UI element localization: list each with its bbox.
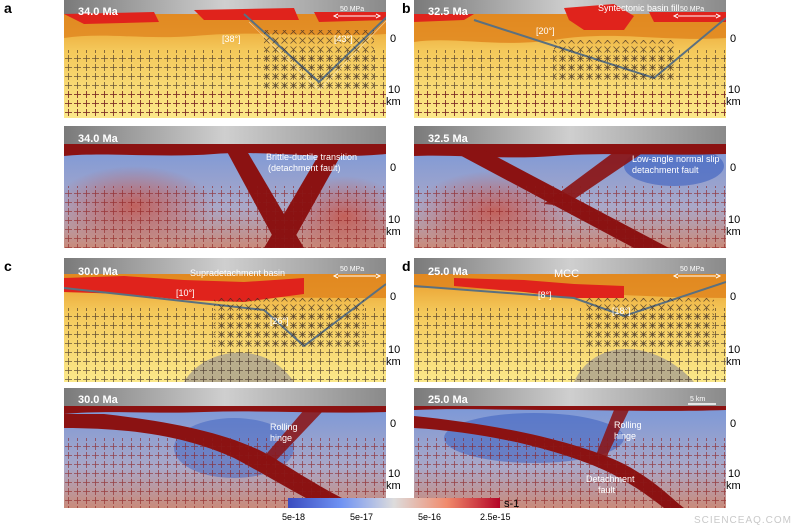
panel-label-a: a [4,0,12,16]
depth-unit: km [726,356,741,368]
age-label: 34.0 Ma [78,133,119,145]
depth-label-10: 10 [388,214,401,226]
annotation-line2: hinge [270,433,292,443]
annotation-line1: Rolling [270,422,298,432]
annotation-line1: Low-angle normal slip [632,154,720,164]
depth-label-0: 0 [730,418,737,430]
panel-label-d: d [402,258,411,274]
panel-a-strain-rate: 34.0 Ma Brittle-ductile transition (deta… [64,126,386,248]
age-label: 25.0 Ma [428,394,469,406]
stress-scale-label: 50 MPa [680,6,704,13]
age-label: 30.0 Ma [78,266,119,278]
depth-label-0: 0 [730,33,737,45]
strain-rate-colorbar [288,498,500,508]
depth-label-10: 10 [728,84,741,96]
depth-label-10: 10 [388,344,401,356]
stress-scale-arrow [672,273,722,279]
panel-label-c: c [4,258,12,274]
depth-label-0: 0 [390,291,397,303]
depth-unit: km [726,96,741,108]
panel-c-stress-field: 30.0 Ma [10°] [26°] Supradetachment basi… [64,258,386,382]
depth-label-0: 0 [730,291,737,303]
annotation-line1: Brittle-ductile transition [266,152,357,162]
depth-label-0: 0 [390,33,397,45]
panel-b-strain-rate: 32.5 Ma Low-angle normal slip detachment… [414,126,726,248]
panel-a-stress-field: 34.0 Ma [38°] [43°] 50 MPa [64,0,386,118]
dip-angle-2: [43°] [334,34,353,44]
dip-angle-2: [18°] [612,306,631,316]
annotation-basin: Syntectonic basin fill [598,3,680,13]
annotation-line2: (detachment fault) [268,163,341,173]
panel-d-strain-rate: 25.0 Ma Rolling hinge Detachment fault 5… [414,388,726,508]
depth-unit: km [386,480,401,492]
annotation-line4: fault [598,485,616,495]
annotation-line3: Detachment [586,474,635,484]
depth-label-10: 10 [388,84,401,96]
depth-label-0: 0 [390,162,397,174]
age-label: 25.0 Ma [428,266,469,278]
length-scale-label: 5 km [690,396,705,403]
stress-scale-label: 50 MPa [340,266,364,273]
annotation-line2: hinge [614,431,636,441]
depth-label-10: 10 [728,468,741,480]
panel-b-stress-field: 32.5 Ma [20°] Syntectonic basin fill 50 … [414,0,726,118]
depth-label-10: 10 [388,468,401,480]
stress-scale-label: 50 MPa [340,6,364,13]
age-label: 34.0 Ma [78,6,119,18]
watermark: SCIENCEAQ.COM [693,515,792,526]
colorbar-tick: 2.5e-15 [480,512,511,522]
dip-angle-1: [8°] [538,290,552,300]
dip-angle-1: [10°] [176,288,195,298]
colorbar-tick: 5e-16 [418,512,442,522]
age-label: 32.5 Ma [428,133,469,145]
stress-scale-arrow [672,13,722,19]
colorbar-tick: 5e-18 [282,512,306,522]
colorbar-tick: 5e-17 [350,512,374,522]
colorbar-unit: s-1 [504,498,520,510]
depth-unit: km [386,226,401,238]
panel-d-stress-field: 25.0 Ma [8°] [18°] MCC 50 MPa [414,258,726,382]
depth-unit: km [726,226,741,238]
age-label: 32.5 Ma [428,6,469,18]
depth-label-0: 0 [730,162,737,174]
panel-c-strain-rate: 30.0 Ma Rolling hinge [64,388,386,508]
panel-label-b: b [402,0,411,16]
stress-scale-arrow [332,273,382,279]
dip-angle-2: [26°] [270,316,289,326]
annotation-line1: Rolling [614,420,642,430]
annotation-basin: Supradetachment basin [190,268,285,278]
stress-scale-arrow [332,13,382,19]
depth-label-10: 10 [728,214,741,226]
dip-angle-1: [38°] [222,34,241,44]
depth-label-0: 0 [390,418,397,430]
annotation-mcc: MCC [554,268,579,280]
dip-angle-1: [20°] [536,26,555,36]
depth-unit: km [386,356,401,368]
annotation-line2: detachment fault [632,165,699,175]
depth-unit: km [726,480,741,492]
depth-unit: km [386,96,401,108]
depth-label-10: 10 [728,344,741,356]
stress-scale-label: 50 MPa [680,266,704,273]
age-label: 30.0 Ma [78,394,119,406]
